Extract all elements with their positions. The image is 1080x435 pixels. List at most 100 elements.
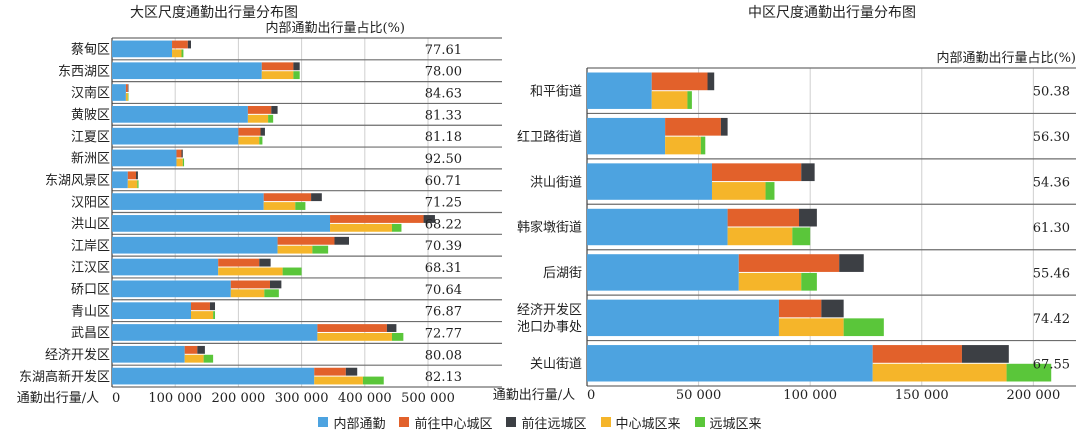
legend-item-from-far: 远城区来 [694,413,762,432]
c2-bar-from_center [651,91,688,109]
c2-bar-from_far [801,272,817,291]
c1-bar-to_far [311,193,322,202]
c2-x-tick-label: 200 000 [1006,388,1060,403]
c1-bar-to_center [314,367,346,376]
c2-bar-from_center [727,227,793,246]
c2-category-label: 后湖街 [543,266,582,281]
c1-x-tick-label: 200 000 [212,391,266,406]
legend-swatch-from-far [694,417,705,427]
c1-bar-internal [112,193,264,210]
c1-bar-from_center [317,332,392,341]
c1-ratio-label: 80.08 [425,348,462,363]
legend-swatch-internal [318,417,329,427]
c1-bar-to_far [386,324,397,332]
c1-ratio-label: 82.13 [425,370,462,385]
c2-chart-title: 中区尺度通勤出行量分布图 [748,5,916,21]
c2-bar-from_far [843,318,884,337]
c1-bar-to_far [181,149,183,158]
c2-bar-to_center [727,208,800,227]
c1-bar-from_far [268,114,274,123]
c1-bar-from_far [293,71,300,80]
legend-label-from-center: 中心城区来 [615,416,681,432]
c1-bar-to_far [127,84,129,93]
c1-category-label: 硚口区 [71,283,110,298]
c2-category-label: 池口办事处 [517,320,582,335]
legend-label-internal: 内部通勤 [333,416,386,432]
c1-bar-from_far [259,136,263,145]
c1-bar-to_center [263,193,312,202]
c1-bar-internal [112,258,219,276]
c1-bar-from_center [127,180,138,189]
c1-bar-from_center [191,311,214,320]
c2-bar-internal [587,72,652,109]
c1-bar-to_center [277,236,335,245]
c1-bar-from_far [282,267,302,276]
c1-bar-internal [112,84,126,101]
c1-bar-from_far [295,202,306,210]
c1-ratio-label: 76.87 [425,305,462,320]
c1-category-label: 江岸区 [71,239,110,254]
c1-ratio-label: 68.22 [425,217,462,232]
c1-category-label: 蔡甸区 [71,43,110,58]
c2-bar-to_center [738,254,840,272]
c1-category-label: 洪山区 [71,217,110,232]
c2-bar-internal [587,163,712,200]
c1-category-label: 黄陂区 [71,107,110,123]
legend-swatch-to-center [399,417,410,427]
c1-bar-to_center [247,105,272,114]
legend-item-from-center: 中心城区来 [600,413,681,432]
c2-x-tick-label: 50 000 [676,388,722,403]
c2-bar-to_far [801,163,815,182]
c1-bar-to_center [176,149,182,158]
c1-category-label: 江汉区 [71,261,110,276]
c1-category-label: 东西湖区 [58,64,110,79]
c1-bar-internal [112,367,315,385]
c2-bar-internal [587,208,728,246]
c1-bar-internal [112,127,239,145]
c1-x-tick-label: 500 000 [401,391,455,406]
c2-category-label: 经济开发区 [517,302,582,318]
c2-ratio-label: 67.55 [1033,357,1070,372]
c1-category-label: 东湖高新开发区 [19,369,110,385]
legend-item-to-center: 前往中心城区 [399,413,492,432]
c1-bar-to_center [172,40,188,49]
c1-category-label: 新洲区 [71,151,110,167]
c1-bar-to_center [191,302,210,311]
c1-ratio-label: 60.71 [425,174,462,189]
c1-bar-internal [112,215,331,232]
c1-bar-from_center [247,114,269,123]
c1-bar-to_center [125,84,128,93]
c2-bar-to_far [799,208,817,227]
c1-bar-from_far [264,289,279,298]
c2-bar-to_far [839,254,864,272]
c2-bar-from_center [872,363,1007,382]
legend: 内部通勤 前往中心城区 前往远城区 中心城区来 远城区来 [0,411,1080,433]
c1-bar-from_far [181,49,184,58]
c1-bar-from_center [330,223,392,232]
legend-label-from-far: 远城区来 [709,416,762,432]
c1-bar-from_center [176,158,183,167]
c2-ratio-label: 55.46 [1033,266,1070,281]
c1-bar-to_far [259,258,271,267]
c2-ratio-label: 61.30 [1033,221,1070,236]
c2-bar-from_far [765,182,775,200]
c1-category-label: 江夏区 [71,130,110,145]
c1-category-label: 青山区 [71,304,110,319]
c2-bar-internal [587,345,873,382]
c1-bar-from_center [238,136,260,145]
c1-bar-to_center [218,258,260,267]
c1-bar-to_far [345,367,358,376]
c1-bar-to_center [261,62,294,71]
c1-ratio-label: 81.18 [425,130,462,145]
c2-bar-from_center [778,318,844,337]
c1-category-label: 汉阳区 [71,195,110,210]
c1-bar-from_center [172,49,182,58]
c2-category-label: 和平街道 [530,84,582,99]
c1-bar-to_far [187,40,191,49]
c2-bar-from_center [711,182,766,200]
c1-bar-internal [112,62,262,80]
legend-item-to-far: 前往远城区 [506,413,587,432]
c1-bar-from_far [391,223,402,232]
c1-bar-to_far [270,280,282,289]
